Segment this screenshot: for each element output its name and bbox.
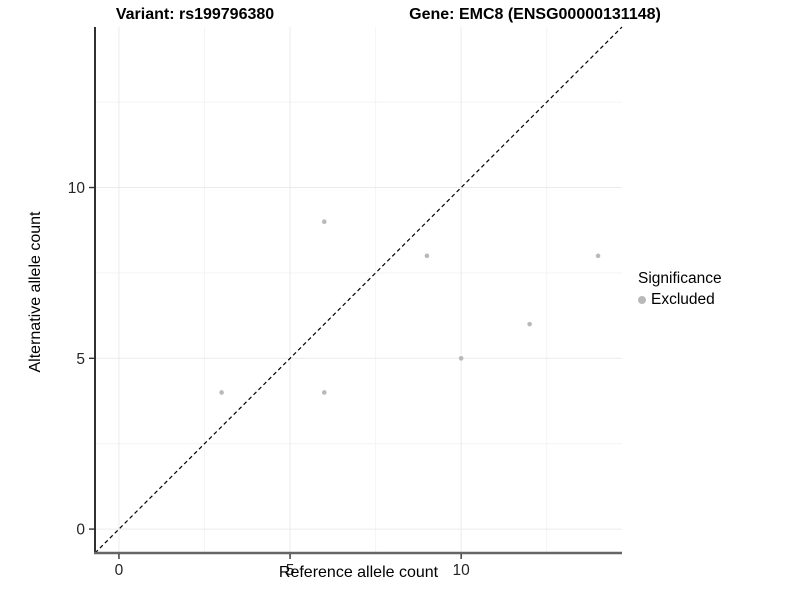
legend-title: Significance (638, 270, 722, 287)
legend-item-excluded: Excluded (638, 291, 722, 309)
variant-title: Variant: rs199796380 (115, 6, 275, 23)
data-point (527, 321, 532, 327)
excluded-point-icon (638, 296, 646, 304)
y-tick-label: 5 (76, 351, 85, 368)
y-tick-label: 10 (68, 180, 86, 197)
data-point (424, 253, 430, 259)
gene-title: Gene: EMC8 (ENSG00000131148) (409, 6, 661, 23)
identity-line (94, 26, 623, 554)
data-point (219, 390, 224, 395)
x-axis-title: Reference allele count (278, 564, 439, 581)
y-axis-title: Alternative allele count (27, 211, 44, 373)
data-point (321, 219, 327, 224)
x-tick-label: 10 (453, 562, 471, 579)
legend-item-label: Excluded (651, 291, 715, 308)
data-point (321, 390, 327, 395)
data-point (458, 356, 464, 361)
y-tick-label: 0 (76, 522, 85, 539)
legend: Significance Excluded (638, 270, 722, 309)
data-point (595, 253, 601, 259)
x-tick-label: 0 (115, 562, 124, 579)
x-tick-label: 5 (286, 562, 295, 579)
